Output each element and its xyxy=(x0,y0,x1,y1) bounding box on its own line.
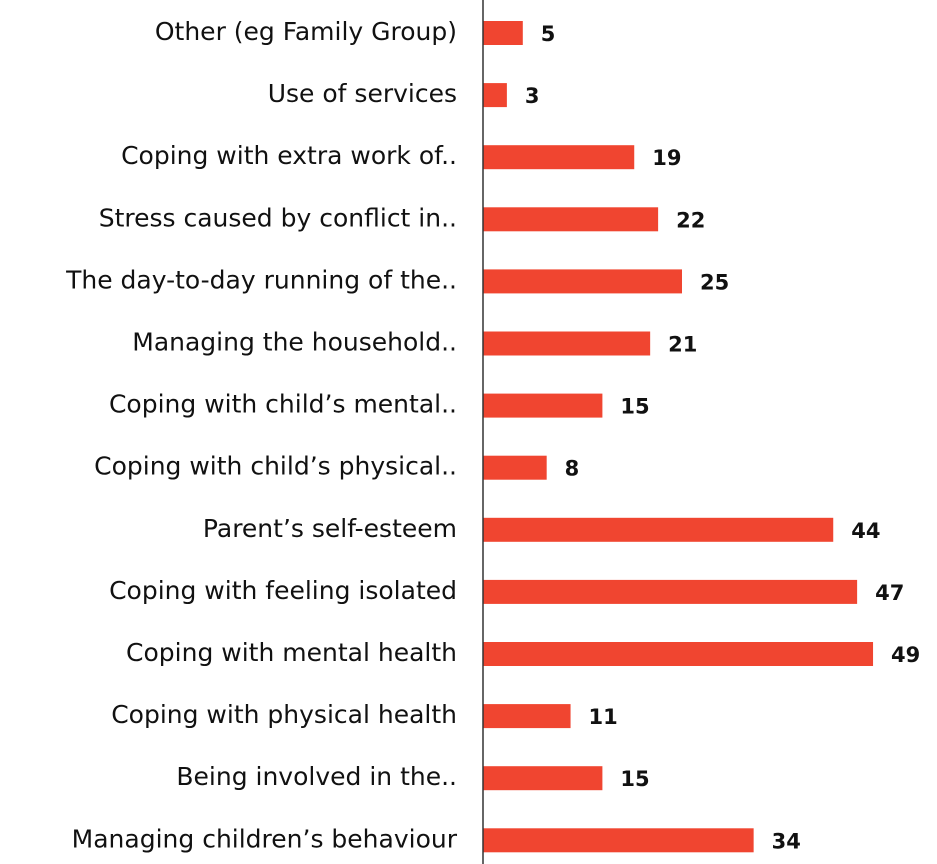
category-label: Use of services xyxy=(268,79,457,108)
category-label: Managing children’s behaviour xyxy=(72,824,458,853)
value-label: 21 xyxy=(668,333,697,357)
category-label: Being involved in the.. xyxy=(176,762,457,791)
bar xyxy=(483,145,635,170)
value-label: 8 xyxy=(565,457,580,481)
bar xyxy=(483,766,603,791)
value-label: 11 xyxy=(589,705,618,729)
bar xyxy=(483,393,603,418)
value-label: 22 xyxy=(676,208,705,232)
category-label: Coping with extra work of.. xyxy=(121,141,457,170)
category-label: Parent’s self-esteem xyxy=(203,514,457,543)
value-label: 49 xyxy=(891,643,920,667)
category-label: Managing the household.. xyxy=(132,328,457,357)
category-label: Coping with physical health xyxy=(111,700,457,729)
category-label: Stress caused by conflict in.. xyxy=(99,203,457,232)
bar xyxy=(483,704,571,729)
bar xyxy=(483,21,523,45)
bar xyxy=(483,207,659,232)
category-label: The day-to-day running of the.. xyxy=(65,265,457,294)
bar xyxy=(483,455,547,480)
bar xyxy=(483,83,507,108)
bar xyxy=(483,579,858,604)
value-label: 19 xyxy=(652,146,681,170)
value-label: 15 xyxy=(620,767,649,791)
bar xyxy=(483,269,682,294)
bar xyxy=(483,331,651,356)
bar xyxy=(483,828,754,853)
category-label: Coping with feeling isolated xyxy=(109,576,457,605)
bar xyxy=(483,517,834,542)
category-label: Other (eg Family Group) xyxy=(155,17,457,46)
category-label: Coping with child’s physical.. xyxy=(94,452,457,481)
value-label: 34 xyxy=(772,829,801,853)
category-label: Coping with mental health xyxy=(126,638,457,667)
value-label: 25 xyxy=(700,270,729,294)
value-label: 15 xyxy=(620,395,649,419)
value-label: 47 xyxy=(875,581,904,605)
bar xyxy=(483,642,874,666)
value-label: 5 xyxy=(541,22,556,46)
category-label: Coping with child’s mental.. xyxy=(109,390,457,419)
value-label: 44 xyxy=(851,519,880,543)
value-label: 3 xyxy=(525,84,540,108)
